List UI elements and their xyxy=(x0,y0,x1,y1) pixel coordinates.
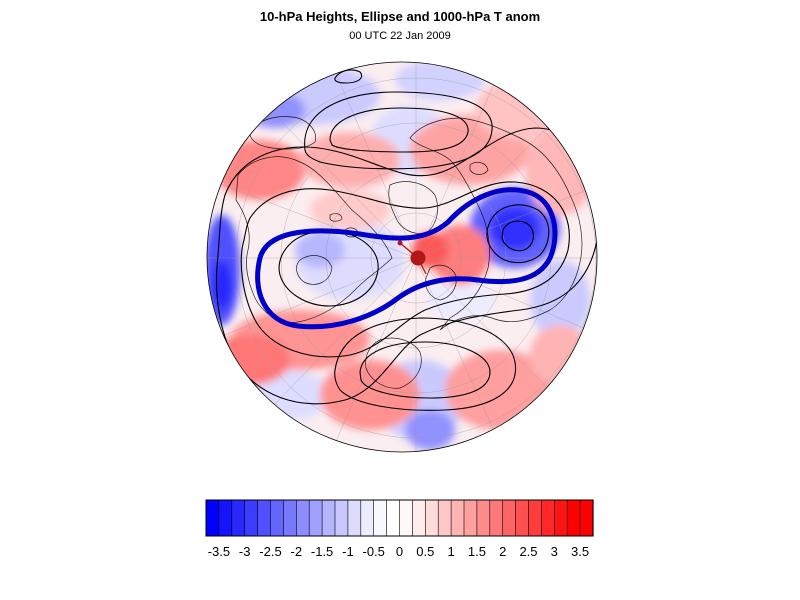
colorbar-box xyxy=(424,499,439,537)
colorbar-tick-label: 2 xyxy=(499,544,506,559)
colorbar-box xyxy=(437,499,452,537)
contour-south-inner xyxy=(359,341,491,399)
colorbar-tick-label: 3.5 xyxy=(571,544,589,559)
colorbar-tick-label: -2 xyxy=(291,544,303,559)
colorbar-box xyxy=(295,499,310,537)
colorbar-box xyxy=(412,499,426,537)
colorbar-box xyxy=(218,499,233,537)
colorbar-box xyxy=(334,499,349,537)
colorbar-box xyxy=(244,499,259,537)
colorbar-box xyxy=(205,499,220,537)
height-contours xyxy=(216,69,597,411)
colorbar-tick-label: 0.5 xyxy=(416,544,434,559)
colorbar-box xyxy=(386,499,401,537)
colorbar-box xyxy=(502,499,517,537)
colorbar-box xyxy=(476,499,491,537)
colorbar-box xyxy=(541,499,555,537)
colorbar-tick-label: -2.5 xyxy=(259,544,281,559)
chart-title: 10-hPa Heights, Ellipse and 1000-hPa T a… xyxy=(259,9,541,24)
vortex-ellipse xyxy=(255,187,558,330)
contour-north xyxy=(304,91,493,170)
colorbar-tick-label: 1.5 xyxy=(468,544,486,559)
colorbar-box xyxy=(231,499,246,537)
colorbar-box xyxy=(308,499,323,537)
colorbar-box xyxy=(528,499,542,537)
colorbar-frame xyxy=(205,499,594,537)
contour-inner-3 xyxy=(486,204,550,264)
colorbar-box xyxy=(489,499,504,537)
colorbar-tick-label: 0 xyxy=(396,544,403,559)
colorbar-tick-labels: -3.5 -3 -2.5 -2 -1.5 -1 -0.5 0 0.5 1 1.5 2 2.5 3 3.5 xyxy=(208,544,589,559)
colorbar-tick-label: -1.5 xyxy=(311,544,333,559)
colorbar-tick-label: -3.5 xyxy=(208,544,230,559)
colorbar-box xyxy=(463,499,478,537)
colorbar-tick-label: 3 xyxy=(551,544,558,559)
colorbar-tick-label: -1 xyxy=(342,544,354,559)
colorbar-tick-label: 1 xyxy=(447,544,454,559)
colorbar-box xyxy=(450,499,465,537)
contour-north-inner xyxy=(329,107,469,153)
colorbar-tick-label: -3 xyxy=(239,544,251,559)
colorbar-box xyxy=(257,499,272,537)
colorbar-box xyxy=(321,499,336,537)
colorbar-box xyxy=(270,499,284,537)
colorbar-box xyxy=(553,499,568,537)
colorbar-box xyxy=(360,499,375,537)
vortex-center-marker xyxy=(397,240,427,275)
colorbar-box xyxy=(347,499,362,537)
chart-subtitle: 00 UTC 22 Jan 2009 xyxy=(349,30,451,42)
coastlines xyxy=(235,116,583,389)
contour-inner-1 xyxy=(240,181,570,358)
map-boundary xyxy=(206,61,598,453)
colorbar-box xyxy=(373,499,388,537)
colorbar-tick-label: 2.5 xyxy=(519,544,537,559)
map-disk xyxy=(207,62,597,452)
contour-inner-4 xyxy=(501,220,534,252)
colorbar-box xyxy=(515,499,530,537)
contour-south xyxy=(334,317,517,411)
colorbar-box xyxy=(399,499,413,537)
colorbar-box xyxy=(283,499,297,537)
colorbar-box xyxy=(579,499,594,537)
colorbar-tick-label: -0.5 xyxy=(362,544,384,559)
colorbar-boxes xyxy=(205,499,594,537)
colorbar-box xyxy=(566,499,581,537)
